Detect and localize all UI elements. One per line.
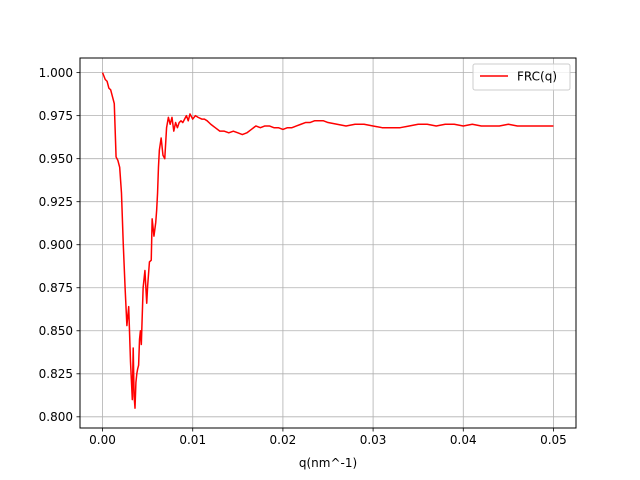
plot-frame [79,57,577,429]
x-tick-label: 0.01 [179,433,206,447]
grid-lines [80,58,576,428]
legend-label-frc: FRC(q) [517,70,557,84]
x-tick-label: 0.02 [270,433,297,447]
y-tick-label: 0.875 [39,281,73,295]
legend: FRC(q) [472,63,571,91]
y-tick-label: 1.000 [39,66,73,80]
x-tick-label: 0.03 [360,433,387,447]
x-tick-label: 0.04 [450,433,477,447]
x-tick-label: 0.05 [540,433,567,447]
x-axis-ticks: 0.00 0.01 0.02 0.03 0.04 0.05 [89,428,567,447]
y-tick-label: 0.975 [39,109,73,123]
y-tick-label: 0.900 [39,238,73,252]
x-axis-label: q(nm^-1) [299,456,357,470]
frc-series-line [101,72,554,409]
y-axis-ticks: 0.800 0.825 0.850 0.875 0.900 0.925 0.950 0.975… [39,66,80,424]
y-tick-label: 0.850 [39,324,73,338]
x-tick-label: 0.00 [89,433,116,447]
series-lines [101,72,554,409]
legend-box [472,63,571,91]
y-tick-label: 0.800 [39,410,73,424]
y-tick-label: 0.925 [39,195,73,209]
y-tick-label: 0.950 [39,152,73,166]
y-tick-label: 0.825 [39,367,73,381]
